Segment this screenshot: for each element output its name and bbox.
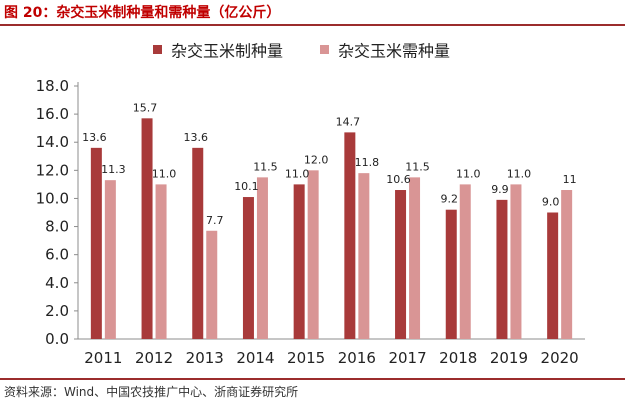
legend-swatch-2: [320, 45, 329, 54]
bar-series1-2015: [293, 184, 305, 339]
data-label-series1-2016: 14.7: [336, 115, 361, 128]
data-label-series2-2013: 7.7: [206, 214, 224, 227]
x-tick-label: 2011: [84, 349, 122, 367]
legend: 杂交玉米制种量 杂交玉米需种量: [153, 42, 450, 61]
bar-series2-2016: [358, 173, 370, 339]
bar-series1-2017: [395, 190, 407, 339]
y-tick-label: 12.0: [36, 161, 69, 179]
y-tick-label: 8.0: [45, 218, 69, 236]
legend-swatch-1: [153, 45, 162, 54]
bar-series2-2013: [206, 230, 218, 339]
bar-series1-2016: [344, 132, 356, 339]
x-tick-label: 2018: [439, 349, 477, 367]
y-tick-label: 2.0: [45, 302, 69, 320]
y-tick-label: 18.0: [36, 77, 69, 95]
bar-series2-2012: [155, 184, 167, 339]
data-label-series2-2017: 11.5: [405, 160, 430, 173]
bar-series2-2014: [256, 177, 268, 339]
bar-series1-2018: [445, 209, 457, 339]
x-tick-label: 2014: [236, 349, 274, 367]
x-tick-label: 2017: [388, 349, 426, 367]
data-label-series2-2020: 11: [563, 173, 577, 186]
bar-series1-2012: [141, 118, 153, 339]
caption-rule: [0, 24, 625, 26]
data-label-series2-2018: 11.0: [456, 167, 481, 180]
caption-label: 图 20：: [4, 5, 57, 21]
bar-series1-2020: [547, 212, 559, 339]
y-tick-label: 4.0: [45, 274, 69, 292]
bar-series1-2014: [242, 197, 254, 339]
x-tick-label: 2020: [541, 349, 579, 367]
y-tick-label: 16.0: [36, 105, 69, 123]
data-label-series2-2015: 12.0: [304, 153, 329, 166]
data-label-series1-2020: 9.0: [542, 196, 560, 209]
x-tick-label: 2012: [135, 349, 173, 367]
data-label-series2-2011: 11.3: [101, 163, 126, 176]
data-label-series1-2018: 9.2: [441, 193, 459, 206]
x-tick-label: 2015: [287, 349, 325, 367]
y-tick-label: 10.0: [36, 189, 69, 207]
legend-label-1: 杂交玉米制种量: [171, 42, 283, 61]
data-label-series2-2019: 11.0: [507, 167, 532, 180]
bar-series2-2018: [459, 184, 471, 339]
data-label-series1-2017: 10.6: [386, 173, 411, 186]
y-tick-label: 14.0: [36, 133, 69, 151]
data-label-series2-2012: 11.0: [152, 167, 177, 180]
bar-series2-2019: [510, 184, 522, 339]
bar-series2-2015: [307, 170, 319, 339]
source-note: 资料来源：Wind、中国农技推广中心、浙商证券研究所: [4, 385, 299, 399]
caption-title: 杂交玉米制种量和需种量（亿公斤）: [56, 5, 281, 21]
data-label-series2-2016: 11.8: [355, 156, 380, 169]
bar-series2-2020: [561, 190, 573, 339]
y-axis: 0.0 2.0 4.0 6.0 8.0 10.0 12.0 14.0 16.0 18.0: [36, 77, 79, 348]
x-axis: 2011 2012 2013 2014 2015 2016 2017 2018 2019 2020: [78, 338, 585, 367]
y-tick-label: 0.0: [45, 330, 69, 348]
x-tick-label: 2016: [338, 349, 376, 367]
bar-series1-2019: [496, 199, 508, 339]
data-label-series2-2014: 11.5: [253, 160, 278, 173]
data-labels: 13.611.315.711.013.67.710.111.511.012.01…: [82, 101, 577, 226]
data-label-series1-2011: 13.6: [82, 131, 107, 144]
data-label-series1-2015: 11.0: [285, 167, 310, 180]
bar-series2-2017: [409, 177, 421, 339]
data-label-series1-2012: 15.7: [133, 101, 158, 114]
source-rule: [0, 378, 625, 380]
bar-series2-2011: [104, 180, 116, 339]
data-label-series1-2014: 10.1: [234, 180, 259, 193]
x-tick-label: 2019: [490, 349, 528, 367]
legend-label-2: 杂交玉米需种量: [338, 42, 450, 61]
bar-series1-2013: [192, 147, 204, 339]
x-tick-label: 2013: [186, 349, 224, 367]
bars: [90, 118, 573, 339]
y-tick-label: 6.0: [45, 246, 69, 264]
figure-caption: 图 20：杂交玉米制种量和需种量（亿公斤）: [4, 2, 621, 24]
data-label-series1-2013: 13.6: [184, 131, 209, 144]
bar-series1-2011: [90, 147, 102, 339]
data-label-series1-2019: 9.9: [491, 183, 509, 196]
